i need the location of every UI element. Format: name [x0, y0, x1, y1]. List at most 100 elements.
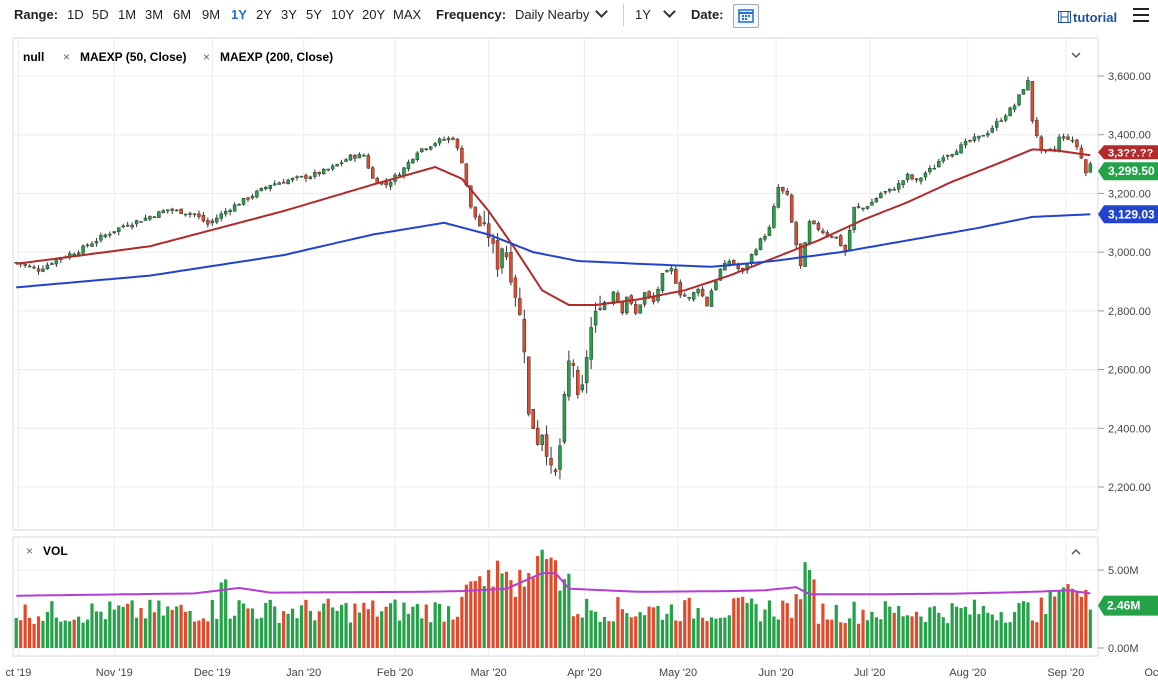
- candle: [134, 220, 139, 225]
- volume-bar: [651, 607, 656, 648]
- candle: [763, 235, 767, 240]
- legend-vol: VOL: [43, 544, 68, 558]
- volume-bar: [834, 604, 838, 648]
- volume-bar: [509, 580, 513, 648]
- volume-bar: [397, 620, 402, 648]
- range-1m[interactable]: 1M: [118, 7, 137, 22]
- range-1d[interactable]: 1D: [67, 7, 84, 22]
- chevron-down-icon: [595, 5, 609, 18]
- candle: [442, 139, 446, 141]
- volume-bar: [313, 620, 317, 648]
- candle: [714, 281, 718, 290]
- volume-bar: [348, 622, 353, 648]
- y-tick-label: 3,400.00: [1108, 130, 1151, 142]
- volume-bar: [1044, 613, 1048, 648]
- range-9m[interactable]: 9M: [202, 7, 221, 22]
- range-3m[interactable]: 3M: [145, 7, 164, 22]
- y-tick-label: 3,600.00: [1108, 71, 1151, 83]
- menu-icon[interactable]: [1133, 8, 1149, 22]
- candle: [994, 121, 999, 128]
- volume-bar: [335, 610, 339, 648]
- range-3y[interactable]: 3Y: [281, 7, 297, 22]
- volume-bar: [910, 616, 914, 648]
- close-icon[interactable]: ×: [203, 50, 210, 64]
- close-icon[interactable]: ×: [63, 50, 70, 64]
- candle: [353, 155, 357, 159]
- range-5d[interactable]: 5D: [92, 7, 109, 22]
- calendar-button[interactable]: [733, 4, 759, 28]
- candle: [616, 292, 620, 302]
- range-10y[interactable]: 10Y: [331, 7, 355, 22]
- volume-bar: [170, 609, 174, 648]
- volume-bar: [152, 612, 156, 648]
- volume-bar: [143, 618, 148, 648]
- candle: [161, 210, 166, 214]
- volume-bar: [241, 603, 246, 648]
- candle: [923, 172, 928, 178]
- volume-bar: [210, 599, 214, 648]
- candle: [290, 177, 295, 181]
- volume-bar: [375, 616, 379, 648]
- frequency-select[interactable]: Daily Nearby: [515, 5, 609, 22]
- candle: [798, 243, 803, 266]
- candle: [1017, 94, 1021, 106]
- candle: [469, 185, 473, 208]
- volume-bar: [1039, 597, 1043, 648]
- range-1y[interactable]: 1Y: [231, 7, 247, 22]
- candle: [901, 180, 905, 185]
- volume-bar: [749, 598, 754, 648]
- candle: [411, 158, 415, 164]
- range-2y[interactable]: 2Y: [256, 7, 272, 22]
- volume-bar: [634, 616, 638, 648]
- volume-bar: [380, 611, 384, 648]
- volume-bar: [255, 618, 259, 648]
- x-tick-label: Jul '20: [854, 667, 885, 679]
- candle: [691, 292, 696, 300]
- volume-bar: [192, 621, 197, 648]
- grid: [14, 39, 1097, 655]
- volume-bar: [14, 618, 18, 648]
- candle: [709, 290, 714, 307]
- tutorial-link[interactable]: tutorial: [1058, 10, 1117, 25]
- candle: [535, 427, 540, 445]
- candle: [286, 179, 290, 184]
- candle: [27, 265, 32, 268]
- range-max[interactable]: MAX: [393, 7, 422, 22]
- volume-bar: [848, 618, 852, 648]
- chevron-up-icon[interactable]: [1071, 548, 1081, 555]
- candle: [446, 137, 451, 141]
- period-select[interactable]: 1Y: [635, 5, 676, 22]
- volume-bar: [865, 620, 870, 648]
- volume-panel-frame: [12, 536, 1099, 657]
- volume-bar: [602, 616, 607, 648]
- volume-bar: [549, 557, 553, 648]
- volume-bar: [139, 607, 143, 648]
- candle: [433, 143, 437, 146]
- ma200-line: [16, 213, 1091, 289]
- range-5y[interactable]: 5Y: [306, 7, 322, 22]
- candle: [232, 204, 237, 212]
- range-20y[interactable]: 20Y: [362, 7, 386, 22]
- volume-bar: [27, 617, 32, 648]
- candle: [847, 229, 852, 252]
- close-icon[interactable]: ×: [26, 544, 33, 558]
- volume-bar: [259, 617, 263, 648]
- candle: [807, 221, 812, 245]
- volume-bar: [981, 606, 985, 648]
- x-tick-label: Aug '20: [949, 667, 986, 679]
- volume-bar: [531, 578, 535, 648]
- volume-bar: [295, 618, 299, 648]
- candle: [215, 217, 219, 223]
- chevron-down-icon[interactable]: [1071, 52, 1081, 59]
- volume-bar: [233, 615, 237, 648]
- volume-bar: [23, 604, 27, 648]
- volume-bar: [897, 606, 901, 648]
- candle: [272, 183, 277, 186]
- range-6m[interactable]: 6M: [173, 7, 192, 22]
- volume-bar: [1084, 589, 1088, 648]
- candle: [125, 224, 130, 227]
- candle: [705, 296, 709, 307]
- volume-bar: [50, 601, 54, 648]
- candle: [335, 163, 339, 167]
- volume-bar: [905, 615, 910, 648]
